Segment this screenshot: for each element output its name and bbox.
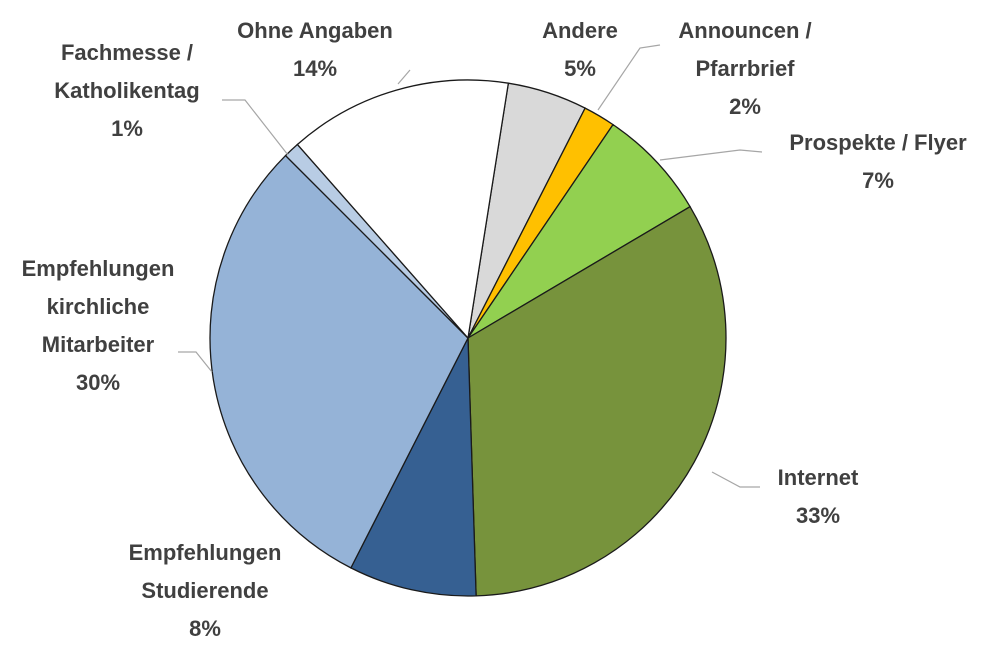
category-label: Ohne Angaben: [237, 18, 393, 43]
leader-line: [659, 149, 763, 161]
data-label: Announcen / Pfarrbrief 2%: [670, 12, 820, 126]
value-label: 8%: [189, 616, 221, 641]
category-label: Empfehlungen kirchliche Mitarbeiter: [21, 256, 175, 357]
slices: [209, 79, 727, 597]
data-label: Internet 33%: [758, 459, 878, 535]
value-label: 1%: [111, 116, 143, 141]
leader-line: [222, 99, 289, 156]
value-label: 14%: [292, 56, 338, 81]
data-label: Ohne Angaben 14%: [215, 12, 415, 88]
category-label: Andere: [542, 18, 618, 43]
leader-line: [397, 69, 411, 85]
value-label: 7%: [862, 168, 894, 193]
leader-line: [178, 351, 213, 373]
category-label: Empfehlungen Studierende: [128, 540, 282, 603]
value-label: 2%: [729, 94, 761, 119]
value-label: 30%: [75, 370, 121, 395]
category-label: Fachmesse / Katholikentag: [54, 40, 200, 103]
data-label: Empfehlungen Studierende 8%: [105, 534, 305, 648]
pie-slice: [296, 79, 510, 340]
pie-slice: [467, 205, 727, 597]
data-label: Prospekte / Flyer 7%: [748, 124, 1000, 200]
data-label: Fachmesse / Katholikentag 1%: [27, 34, 227, 148]
pie-slice: [209, 154, 469, 569]
leader-lines: [178, 44, 763, 488]
leader-line: [597, 44, 661, 111]
value-label: 33%: [795, 503, 841, 528]
category-label: Internet: [777, 465, 859, 490]
pie-slice: [349, 337, 477, 597]
leader-line: [711, 471, 760, 488]
value-label: 5%: [564, 56, 596, 81]
category-label: Announcen / Pfarrbrief: [678, 18, 812, 81]
data-label: Empfehlungen kirchliche Mitarbeiter 30%: [8, 250, 188, 402]
pie-slice: [467, 123, 691, 339]
data-label: Andere 5%: [520, 12, 640, 88]
category-label: Prospekte / Flyer: [789, 130, 967, 155]
